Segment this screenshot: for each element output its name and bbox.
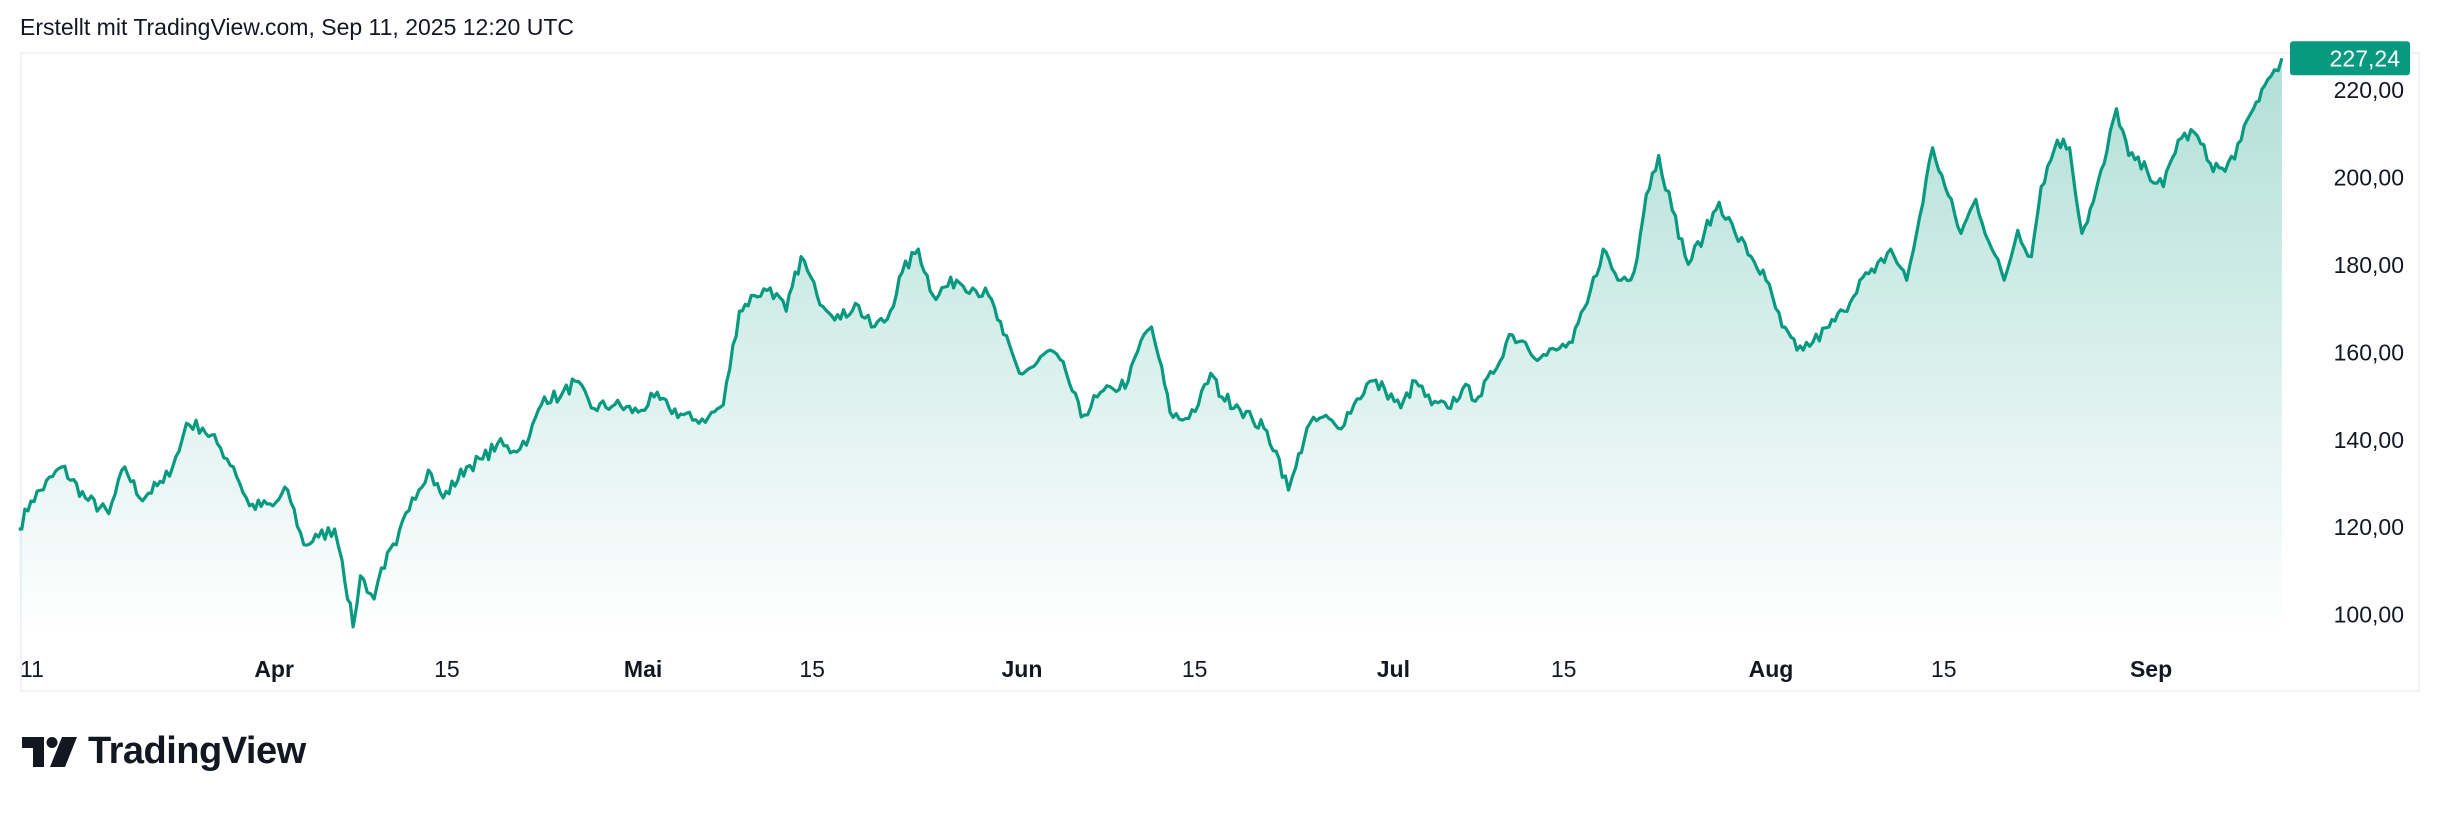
tradingview-logo-text: TradingView xyxy=(88,730,306,772)
x-tick-label: Sep xyxy=(2130,656,2172,682)
y-tick-label: 160,00 xyxy=(2334,339,2404,365)
y-tick-label: 120,00 xyxy=(2334,514,2404,540)
x-tick-label: 15 xyxy=(1551,656,1577,682)
y-tick-label: 200,00 xyxy=(2334,164,2404,190)
chart-caption: Erstellt mit TradingView.com, Sep 11, 20… xyxy=(20,14,574,40)
x-tick-label: 15 xyxy=(1931,656,1957,682)
price-area xyxy=(18,58,2282,633)
y-tick-label: 100,00 xyxy=(2334,602,2404,628)
price-line xyxy=(18,57,2284,629)
last-price-label: 227,24 xyxy=(2330,45,2401,71)
chart-frame xyxy=(20,52,2420,692)
tradingview-logo-icon xyxy=(22,736,77,767)
x-tick-label: 15 xyxy=(1182,656,1208,682)
x-tick-label: Aug xyxy=(1749,656,1794,682)
last-price-badge xyxy=(2290,41,2410,76)
x-tick-label: Apr xyxy=(254,656,294,682)
x-tick-label: 15 xyxy=(799,656,825,682)
y-tick-label: 140,00 xyxy=(2334,427,2404,453)
x-tick-label: Jul xyxy=(1377,656,1410,682)
tradingview-logo[interactable]: TradingView xyxy=(22,730,306,773)
x-tick-label: Jun xyxy=(1001,656,1042,682)
x-tick-label: Mai xyxy=(624,656,662,682)
x-tick-label: 11 xyxy=(20,656,44,682)
x-tick-label: 15 xyxy=(434,656,460,682)
y-tick-label: 180,00 xyxy=(2334,252,2404,278)
y-tick-label: 220,00 xyxy=(2334,77,2404,103)
